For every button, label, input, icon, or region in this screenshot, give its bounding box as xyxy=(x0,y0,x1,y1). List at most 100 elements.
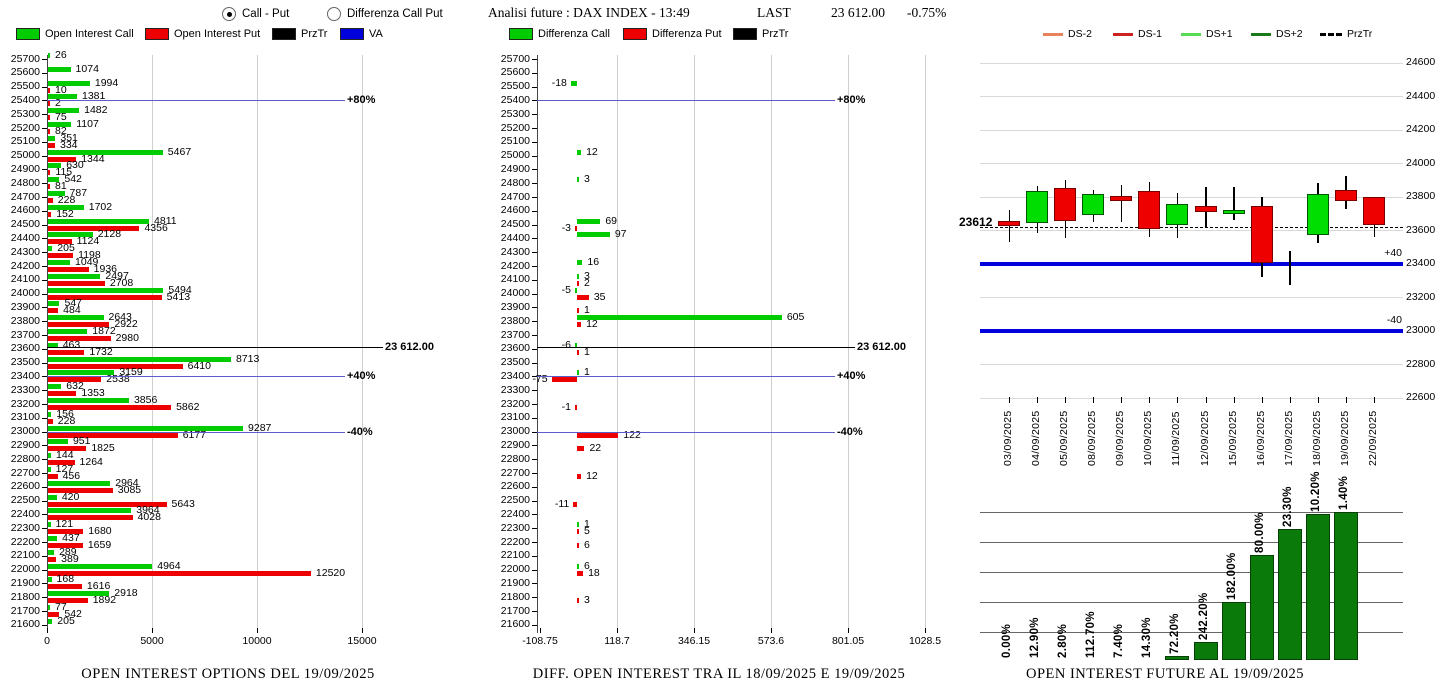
oi-put-bar-23400 xyxy=(48,377,102,383)
date-label: 16/09/2025 xyxy=(1254,410,1267,466)
diff-put-value: -3 xyxy=(561,221,571,234)
legend-item-ds+1: DS+1 xyxy=(1181,28,1233,40)
last-value: 23 612.00 xyxy=(831,5,885,20)
legend-label: Differenza Put xyxy=(652,28,722,40)
diff-strike-tick xyxy=(532,293,537,295)
diff-strike-tick xyxy=(532,86,537,88)
oi-call-bar-23700 xyxy=(48,329,88,334)
oi-put-bar-25000 xyxy=(48,156,77,162)
oi-call-bar-24400 xyxy=(48,232,93,238)
oi-strike-tick xyxy=(42,155,47,157)
diff-call-bar-24500 xyxy=(577,218,601,224)
diff-x-tick-label: 346.15 xyxy=(677,635,711,647)
candle-wick-09/09/2025 xyxy=(1120,184,1123,223)
diff-strike-label: 24900 xyxy=(500,162,530,175)
oi-put-bar-23100 xyxy=(48,418,53,424)
legend-swatch-icon xyxy=(509,28,533,40)
oi-put-value: 115 xyxy=(55,166,73,179)
diff-strike-tick xyxy=(532,252,537,254)
future-y-tick-label: 22600 xyxy=(1406,391,1436,403)
future-bar-gridline xyxy=(980,602,1403,603)
oi-strike-tick xyxy=(42,431,47,433)
diff-call-value: 69 xyxy=(605,214,618,227)
diff-put-bar-23000 xyxy=(577,432,619,438)
oi-strike-tick xyxy=(42,128,47,129)
oi-level-line-23 612.00 xyxy=(47,347,383,349)
diff-call-value: 6 xyxy=(584,559,590,572)
oi-put-bar-22400 xyxy=(48,515,133,521)
oi-strike-label: 22100 xyxy=(10,549,40,562)
oi-call-value: 632 xyxy=(66,380,84,393)
radio-differenza-call-put[interactable]: Differenza Call Put xyxy=(327,7,443,21)
oi-put-bar-24300 xyxy=(48,253,74,259)
oi-call-value: 4964 xyxy=(157,559,181,572)
diff-strike-label: 24500 xyxy=(500,218,530,231)
date-tick xyxy=(1093,397,1095,403)
diff-strike-label: 23700 xyxy=(500,328,530,341)
candle-body-18/09/2025 xyxy=(1306,193,1329,236)
future-bar-gridline xyxy=(980,512,1403,513)
diff-strike-label: 22300 xyxy=(500,521,530,534)
diff-x-tick xyxy=(617,628,618,633)
legend-swatch-icon xyxy=(16,28,40,40)
diff-strike-tick xyxy=(532,307,537,309)
oi-call-bar-22000 xyxy=(48,563,153,569)
va-line--40 xyxy=(980,328,1403,333)
oi-call-value: 205 xyxy=(57,614,75,627)
oi-put-value: 2538 xyxy=(106,373,130,386)
future-y-tick-label: 24400 xyxy=(1406,89,1436,102)
oi-put-bar-23600 xyxy=(48,349,85,355)
diff-strike-tick xyxy=(532,59,537,60)
diff-strike-label: 22000 xyxy=(500,563,530,576)
oi-put-value: 228 xyxy=(57,414,76,427)
diff-strike-tick xyxy=(532,500,537,502)
oi-strike-tick xyxy=(42,583,47,585)
diff-put-value: 12 xyxy=(586,318,598,331)
diff-strike-label: 22100 xyxy=(500,549,530,562)
oi-call-bar-23000 xyxy=(48,425,244,431)
future-bar-gridline xyxy=(980,542,1403,543)
oi-call-bar-24800 xyxy=(48,177,60,183)
oi-call-value: 420 xyxy=(61,490,80,503)
oi-call-bar-25000 xyxy=(48,149,163,155)
future-bar-gridline xyxy=(980,632,1403,633)
oi-strike-label: 24200 xyxy=(10,259,40,272)
diff-call-value: 12 xyxy=(586,145,598,158)
diff-strike-label: 23000 xyxy=(500,425,530,438)
oi-call-value: 5494 xyxy=(168,283,192,296)
oi-put-value: 1264 xyxy=(79,456,103,469)
diff-put-value: 5 xyxy=(584,525,590,538)
diff-call-value: 3 xyxy=(584,173,590,186)
future-gridline xyxy=(980,397,1403,399)
diff-x-tick xyxy=(848,628,849,633)
future-oi-pct-label: 23.30% xyxy=(1281,486,1294,527)
diff-strike-label: 24000 xyxy=(500,287,530,300)
oi-call-bar-22200 xyxy=(48,536,58,541)
last-change: -0.75% xyxy=(907,5,947,20)
future-oi-bar-12/09/2025 xyxy=(1193,642,1218,660)
diff-put-bar-22300 xyxy=(577,529,579,535)
diff-level-line-+80% xyxy=(537,100,835,102)
oi-x-tick xyxy=(47,628,48,633)
diff-strike-label: 23900 xyxy=(500,300,530,313)
oi-strike-label: 21600 xyxy=(10,618,40,631)
oi-strike-label: 25200 xyxy=(10,121,40,134)
oi-put-value: 228 xyxy=(57,194,76,206)
diff-strike-tick xyxy=(532,141,537,143)
oi-x-tick-label: 10000 xyxy=(242,635,272,647)
radio-call-put[interactable]: Call - Put xyxy=(222,7,289,21)
diff-call-bar-22300 xyxy=(577,522,579,528)
candle-body-11/09/2025 xyxy=(1166,204,1189,225)
diff-call-value: 3 xyxy=(584,269,590,282)
diff-put-value: 1 xyxy=(584,345,590,358)
diff-gridline xyxy=(694,55,695,632)
oi-call-value: 5467 xyxy=(167,145,192,158)
diff-strike-tick xyxy=(532,555,537,557)
diff-put-bar-22700 xyxy=(577,474,582,479)
diff-strike-label: 23300 xyxy=(500,383,530,396)
diff-strike-label: 25400 xyxy=(500,93,530,106)
oi-call-bar-25200 xyxy=(48,122,72,127)
legend-label: PrzTr xyxy=(1347,28,1373,40)
diff-call-bar-24100 xyxy=(577,273,579,279)
diff-strike-label: 21700 xyxy=(500,604,530,617)
